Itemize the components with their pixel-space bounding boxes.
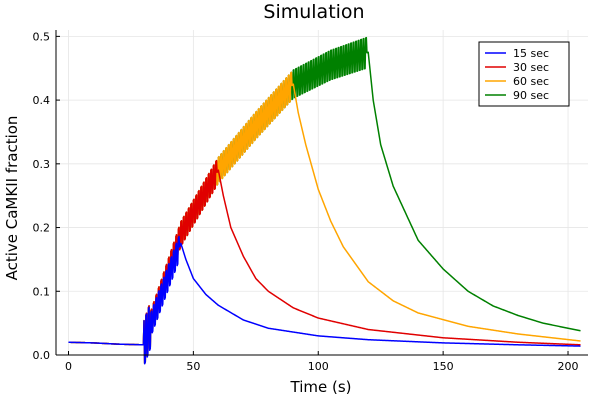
x-tick-label: 100 — [308, 360, 329, 373]
series-line-15-sec — [68, 235, 581, 365]
x-axis-label: Time (s) — [290, 378, 352, 396]
series-group — [68, 36, 581, 365]
y-tick-label: 0.4 — [33, 94, 51, 107]
y-tick-label: 0.5 — [33, 30, 51, 43]
y-tick-label: 0.1 — [33, 285, 51, 298]
legend-label: 30 sec — [513, 61, 549, 74]
y-tick-label: 0.2 — [33, 222, 51, 235]
legend-label: 90 sec — [513, 89, 549, 102]
series-line-30-sec — [68, 159, 581, 365]
legend-label: 15 sec — [513, 47, 549, 60]
chart-title: Simulation — [263, 1, 364, 23]
x-tick-label: 50 — [186, 360, 200, 373]
legend-label: 60 sec — [513, 75, 549, 88]
x-tick-label: 0 — [65, 360, 72, 373]
y-tick-label: 0.3 — [33, 158, 51, 171]
axes — [55, 30, 588, 356]
y-tick-label: 0.0 — [33, 349, 51, 362]
y-axis-label: Active CaMKII fraction — [3, 116, 21, 281]
x-tick-label: 200 — [558, 360, 579, 373]
ticks: 0 50 100 150 200 0.0 0.1 0.2 0.3 0.4 0.5 — [33, 30, 579, 373]
x-tick-label: 150 — [433, 360, 454, 373]
